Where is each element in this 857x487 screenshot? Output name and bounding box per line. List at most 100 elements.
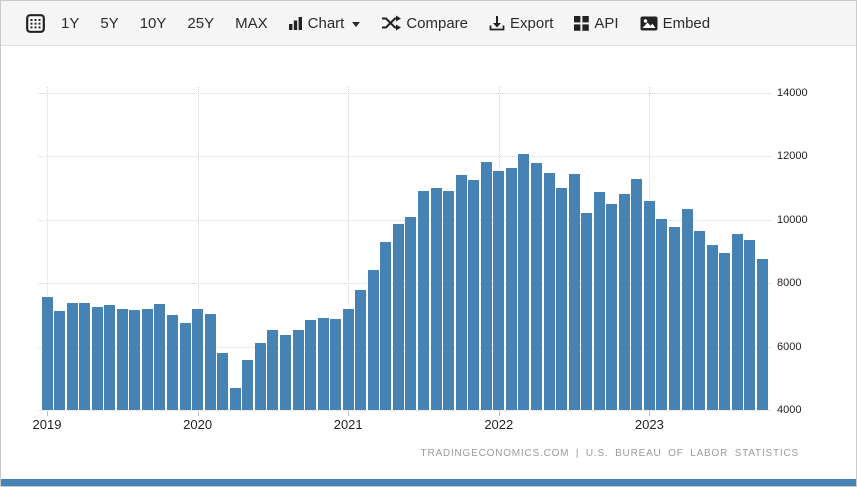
- y-axis-label: 4000: [777, 404, 802, 416]
- embed-button[interactable]: Embed: [640, 14, 711, 32]
- bar[interactable]: [631, 179, 643, 410]
- bar[interactable]: [154, 303, 166, 410]
- range-button-max[interactable]: MAX: [235, 15, 268, 32]
- gridline: [38, 283, 771, 285]
- bar[interactable]: [643, 201, 655, 410]
- bar[interactable]: [392, 223, 404, 410]
- chart-type-dropdown[interactable]: Chart: [288, 14, 361, 32]
- bar[interactable]: [229, 388, 241, 410]
- grid-squares-icon: [574, 15, 590, 31]
- download-icon: [489, 15, 505, 31]
- bar[interactable]: [305, 319, 317, 410]
- x-axis-tick: [498, 411, 500, 416]
- compare-button[interactable]: Compare: [381, 15, 468, 32]
- chart-plot-area[interactable]: TRADINGECONOMICS.COM | U.S. BUREAU OF LA…: [1, 47, 856, 479]
- bar[interactable]: [267, 330, 279, 410]
- gridline: [38, 156, 771, 158]
- y-axis-label: 12000: [777, 150, 808, 163]
- bar[interactable]: [681, 209, 693, 410]
- bar[interactable]: [367, 270, 379, 410]
- bar[interactable]: [530, 163, 542, 410]
- bar[interactable]: [192, 308, 204, 410]
- bar[interactable]: [606, 203, 618, 410]
- bar[interactable]: [41, 297, 53, 410]
- bar[interactable]: [217, 352, 229, 410]
- bar[interactable]: [179, 323, 191, 410]
- export-label: Export: [510, 14, 554, 32]
- export-button[interactable]: Export: [489, 15, 553, 32]
- bar[interactable]: [418, 191, 429, 410]
- gridline: [197, 87, 199, 410]
- x-axis-label: 2019: [32, 417, 62, 432]
- bar[interactable]: [330, 318, 342, 410]
- bar[interactable]: [91, 307, 103, 410]
- bar[interactable]: [656, 219, 668, 410]
- chart-toolbar: 1Y 5Y 10Y 25Y MAX Chart: [1, 1, 856, 46]
- embed-label: Embed: [662, 14, 711, 32]
- bar[interactable]: [66, 303, 78, 410]
- range-label-25y: 25Y: [187, 14, 215, 32]
- bar[interactable]: [104, 305, 116, 410]
- bar[interactable]: [518, 153, 530, 410]
- range-button-5y[interactable]: 5Y: [100, 15, 118, 32]
- y-axis-label: 6000: [777, 340, 802, 353]
- bar[interactable]: [141, 308, 153, 410]
- bar[interactable]: [455, 175, 467, 410]
- bar[interactable]: [292, 330, 304, 410]
- bar[interactable]: [443, 191, 455, 410]
- bar[interactable]: [744, 240, 756, 410]
- y-axis-label: 8000: [777, 277, 802, 290]
- bar[interactable]: [279, 334, 291, 410]
- bar[interactable]: [79, 302, 91, 410]
- range-label-5y: 5Y: [100, 14, 119, 32]
- bar[interactable]: [430, 187, 442, 410]
- bar[interactable]: [242, 359, 254, 410]
- bar[interactable]: [116, 308, 128, 410]
- bar[interactable]: [355, 290, 367, 410]
- bar[interactable]: [706, 245, 718, 410]
- bar[interactable]: [756, 259, 768, 410]
- gridline: [38, 93, 771, 94]
- bar[interactable]: [342, 308, 354, 410]
- gridline: [38, 219, 771, 221]
- bar[interactable]: [493, 170, 505, 410]
- range-button-1y[interactable]: 1Y: [61, 15, 79, 32]
- bar[interactable]: [380, 241, 392, 410]
- bar[interactable]: [543, 173, 555, 410]
- bar[interactable]: [254, 342, 266, 410]
- x-axis-label: 2023: [634, 417, 664, 432]
- bar[interactable]: [505, 167, 517, 410]
- chevron-down-icon: [352, 21, 361, 27]
- bar[interactable]: [719, 252, 731, 410]
- bar[interactable]: [317, 317, 329, 410]
- bar[interactable]: [581, 212, 593, 410]
- bar-chart-icon: [288, 16, 303, 30]
- range-label-1y: 1Y: [61, 14, 80, 32]
- api-button[interactable]: API: [574, 15, 619, 32]
- compare-label: Compare: [406, 14, 469, 32]
- bar[interactable]: [54, 311, 66, 410]
- bar[interactable]: [480, 161, 492, 410]
- range-label-10y: 10Y: [139, 14, 167, 32]
- x-axis-label: 2020: [183, 417, 213, 432]
- bar[interactable]: [129, 310, 141, 410]
- bottom-accent-strip: [1, 479, 856, 486]
- range-button-10y[interactable]: 10Y: [140, 15, 167, 32]
- bar[interactable]: [167, 315, 178, 410]
- bar[interactable]: [405, 217, 417, 410]
- x-axis-label: 2022: [484, 417, 514, 432]
- bar[interactable]: [204, 314, 216, 410]
- calendar-button[interactable]: [26, 13, 45, 33]
- bar[interactable]: [568, 174, 580, 410]
- chart-dropdown-label: Chart: [307, 14, 345, 32]
- calendar-icon: [26, 13, 45, 33]
- bar[interactable]: [731, 234, 743, 410]
- bar[interactable]: [556, 187, 568, 410]
- range-button-25y[interactable]: 25Y: [187, 15, 214, 32]
- bar[interactable]: [694, 231, 706, 410]
- bar[interactable]: [593, 191, 605, 410]
- bar[interactable]: [669, 226, 680, 410]
- bar[interactable]: [468, 180, 480, 410]
- x-axis-tick: [348, 411, 350, 416]
- bar[interactable]: [618, 194, 630, 410]
